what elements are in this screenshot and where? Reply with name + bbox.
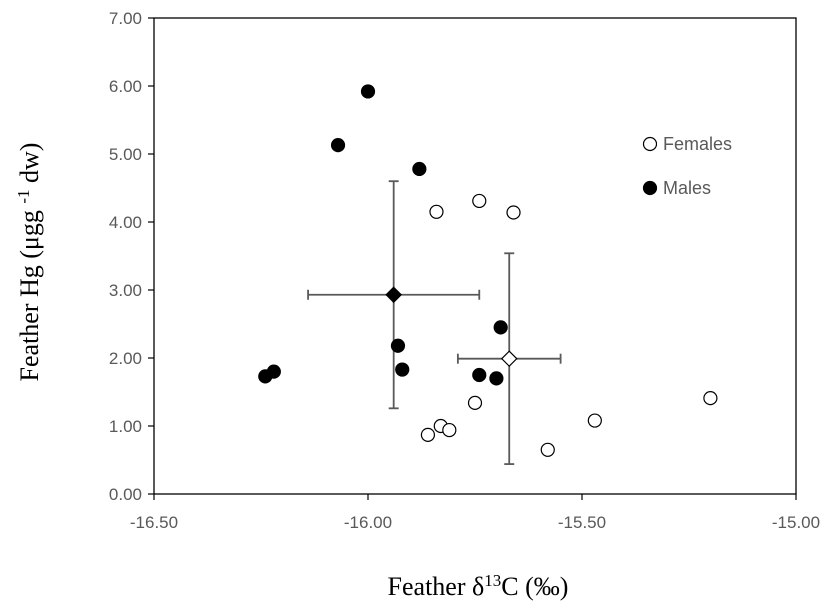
y-tick-label: 3.00 bbox=[109, 281, 142, 300]
axes bbox=[148, 17, 797, 500]
data-point-females bbox=[703, 391, 718, 406]
x-tick-label: -16.50 bbox=[130, 513, 178, 532]
y-tick-label: 6.00 bbox=[109, 77, 142, 96]
data-point-males bbox=[390, 338, 406, 353]
group-means bbox=[385, 286, 518, 368]
data-point-females bbox=[467, 395, 483, 410]
x-axis-title: Feather δ13C (‰) bbox=[388, 571, 569, 601]
mean-marker-females bbox=[500, 350, 518, 368]
legend-label-males: Males bbox=[663, 178, 711, 198]
error-bars bbox=[307, 180, 562, 465]
data-point-males bbox=[330, 138, 346, 153]
data-point-males bbox=[493, 320, 508, 335]
data-point-females bbox=[540, 442, 555, 457]
legend: Females Males bbox=[642, 134, 732, 198]
data-point-females bbox=[472, 193, 487, 209]
x-tick-label: -15.00 bbox=[772, 513, 820, 532]
y-tick-label: 1.00 bbox=[109, 417, 142, 436]
x-tick-label: -15.50 bbox=[558, 513, 606, 532]
mean-marker-males bbox=[385, 286, 403, 304]
plot-frame bbox=[153, 17, 797, 495]
y-tick-label: 2.00 bbox=[109, 349, 142, 368]
data-point-females bbox=[587, 413, 602, 428]
data-point-females bbox=[442, 422, 457, 438]
data-point-males bbox=[412, 161, 427, 177]
y-tick-label: 7.00 bbox=[109, 9, 142, 28]
y-tick-label: 0.00 bbox=[109, 485, 142, 504]
data-point-males bbox=[395, 362, 410, 377]
legend-marker-males bbox=[642, 180, 658, 196]
data-point-males bbox=[489, 371, 504, 386]
legend-marker-females bbox=[642, 136, 658, 152]
data-point-males bbox=[360, 84, 376, 99]
data-point-males bbox=[472, 367, 487, 383]
x-tick-label: -16.00 bbox=[344, 513, 392, 532]
y-tick-label: 5.00 bbox=[109, 145, 142, 164]
tick-labels: 0.00 1.00 2.00 3.00 4.00 5.00 6.00 7.00 -16.50 -1… bbox=[109, 9, 820, 532]
legend-label-females: Females bbox=[663, 134, 732, 154]
data-point-females bbox=[429, 204, 444, 219]
data-points bbox=[258, 84, 718, 457]
data-point-males bbox=[266, 364, 281, 379]
data-point-females bbox=[420, 427, 436, 442]
y-axis-title: Feather Hg (μgg -1 dw) bbox=[14, 143, 44, 382]
data-point-females bbox=[506, 205, 521, 220]
y-tick-label: 4.00 bbox=[109, 213, 142, 232]
